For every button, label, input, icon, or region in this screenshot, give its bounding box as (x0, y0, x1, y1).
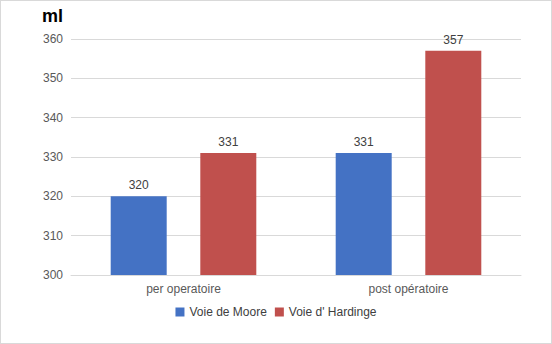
svg-text:330: 330 (43, 150, 63, 164)
svg-text:320: 320 (43, 189, 63, 203)
svg-text:331: 331 (218, 135, 238, 149)
svg-text:340: 340 (43, 111, 63, 125)
svg-text:360: 360 (43, 32, 63, 46)
svg-text:post opératoire: post opératoire (368, 282, 448, 296)
svg-text:350: 350 (43, 71, 63, 85)
svg-text:300: 300 (43, 268, 63, 282)
svg-text:331: 331 (354, 135, 374, 149)
svg-text:Voie d' Hardinge: Voie d' Hardinge (289, 305, 377, 319)
svg-text:357: 357 (443, 33, 463, 47)
svg-text:per operatoire: per operatoire (146, 282, 221, 296)
svg-text:Voie de Moore: Voie de Moore (189, 305, 267, 319)
svg-text:ml: ml (42, 6, 63, 26)
svg-text:320: 320 (129, 178, 149, 192)
svg-text:310: 310 (43, 229, 63, 243)
